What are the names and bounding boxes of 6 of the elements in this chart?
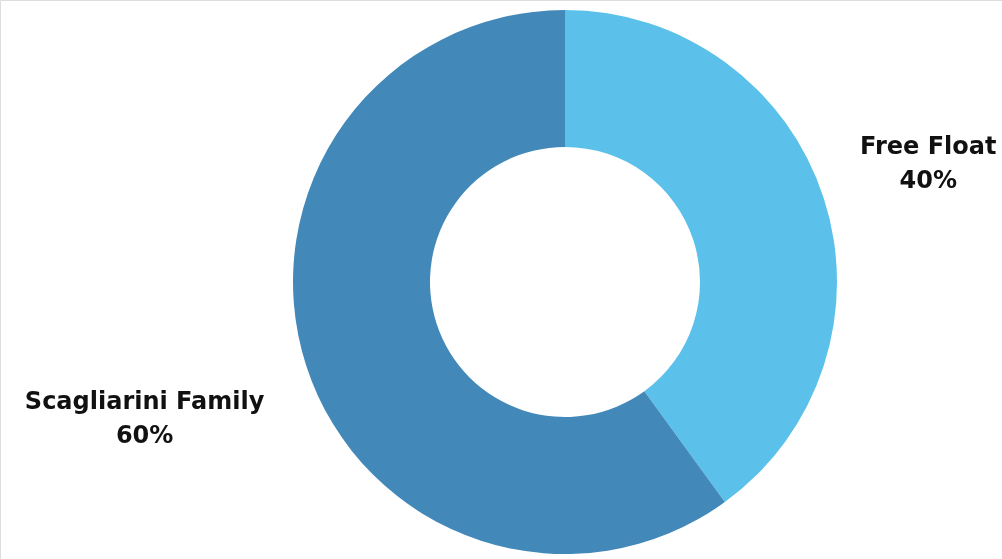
slice-label: Scagliarini Family — [24, 386, 265, 415]
donut-slice — [293, 10, 725, 554]
slice-label: Free Float — [860, 131, 997, 160]
data-label: 60% — [115, 420, 174, 449]
donut-slice — [565, 10, 837, 503]
data-label: 40% — [899, 165, 958, 194]
